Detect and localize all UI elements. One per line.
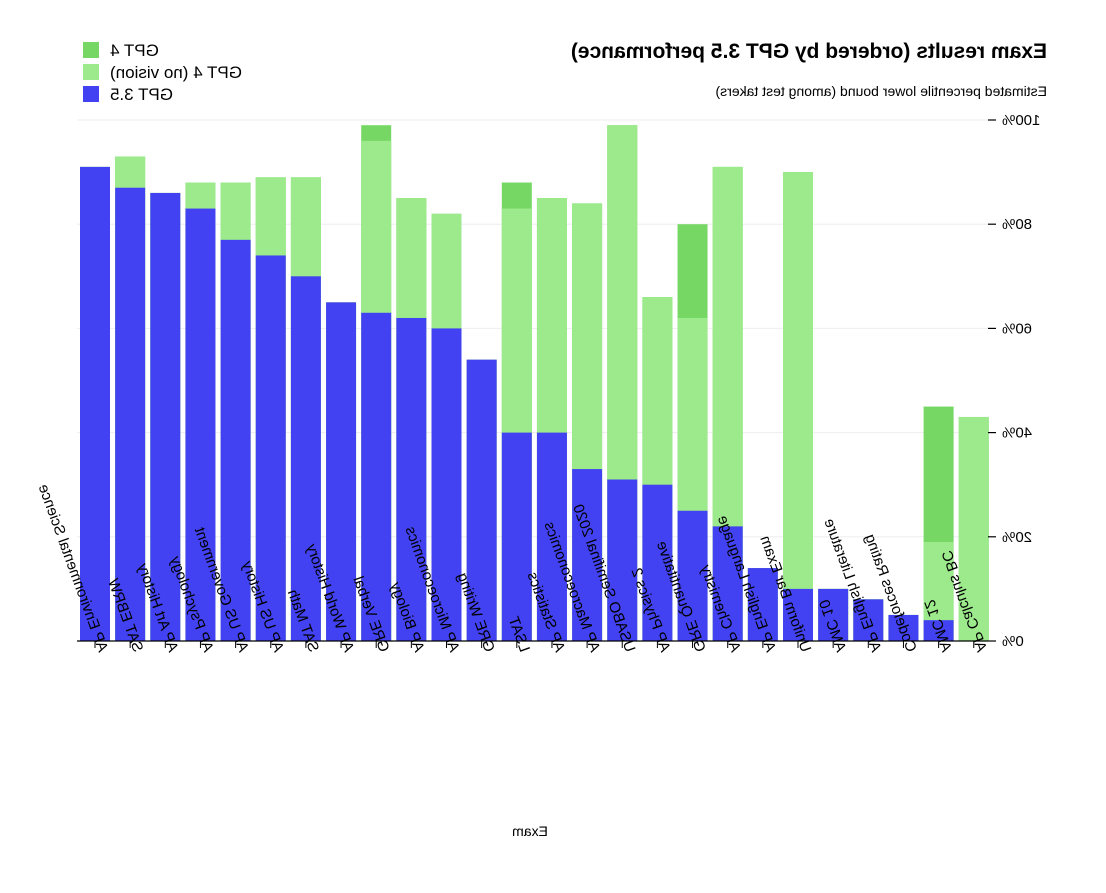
bar-gpt35 — [677, 510, 708, 641]
bar-gpt35 — [712, 526, 743, 641]
bar-gpt35 — [572, 469, 603, 641]
bar-gpt4-no-vision — [783, 172, 813, 641]
bar-gpt35 — [361, 312, 392, 641]
y-tick-label: 60% — [1002, 320, 1032, 337]
bar-gpt35 — [150, 192, 181, 641]
bar-gpt35 — [642, 484, 673, 641]
legend-swatch — [83, 42, 99, 58]
bar-gpt35 — [290, 276, 321, 641]
legend-label: GPT 4 (no vision) — [110, 63, 242, 82]
bar-gpt35 — [853, 599, 884, 641]
bar-gpt35 — [607, 479, 638, 641]
y-tick-label: 100% — [1002, 112, 1040, 129]
bar-gpt35 — [888, 614, 919, 641]
legend-swatch — [83, 86, 99, 102]
bar-gpt35 — [115, 187, 146, 642]
legend-label: GPT 3.5 — [110, 85, 173, 104]
bar-gpt35 — [923, 620, 954, 641]
chart-title: Exam results (ordered by GPT 3.5 perform… — [571, 40, 1047, 63]
bar-gpt35 — [396, 317, 427, 641]
chart-subtitle: Estimated percentile lower bound (among … — [716, 83, 1048, 99]
bar-gpt35 — [747, 568, 778, 641]
bar-gpt35 — [220, 239, 251, 641]
y-tick-label: 20% — [1002, 529, 1032, 546]
y-tick-label: 40% — [1002, 425, 1032, 442]
legend-swatch — [83, 64, 99, 80]
bar-gpt35 — [255, 255, 286, 641]
bar-gpt35 — [326, 302, 357, 641]
bar-gpt35 — [185, 208, 216, 641]
x-axis-title: Exam — [512, 823, 548, 839]
legend-label: GPT 4 — [110, 41, 159, 60]
y-axis: 0% 20% 40% 60% 80% 100% — [77, 112, 1040, 650]
legend: GPT 4 GPT 4 (no vision) GPT 3.5 — [83, 41, 242, 104]
bars — [80, 125, 989, 642]
bar-gpt35 — [431, 328, 462, 641]
bar-gpt35 — [501, 432, 532, 641]
bar-gpt35 — [536, 432, 567, 641]
y-tick-label: 80% — [1002, 216, 1032, 233]
y-tick-label: 0% — [1002, 633, 1024, 650]
bar-gpt35 — [818, 588, 849, 641]
bar-gpt35 — [783, 588, 813, 641]
bar-gpt35 — [80, 166, 110, 641]
bar-gpt4-no-vision — [958, 416, 989, 641]
bar-gpt35 — [466, 359, 497, 641]
